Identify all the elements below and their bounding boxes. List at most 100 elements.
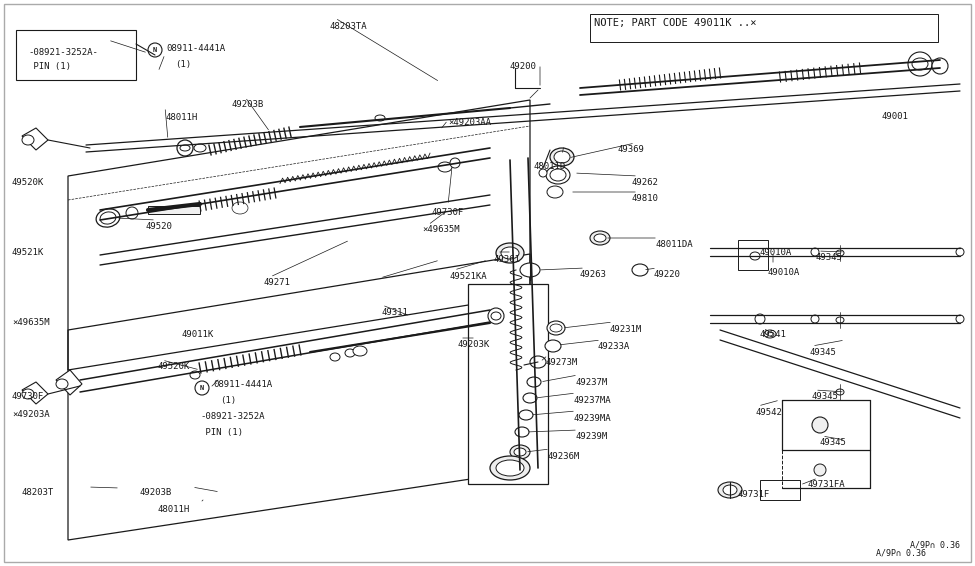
Text: 49203B: 49203B: [140, 488, 173, 497]
Text: 49731FA: 49731FA: [808, 480, 845, 489]
Text: ×49203A: ×49203A: [12, 410, 50, 419]
Ellipse shape: [723, 485, 737, 495]
Text: 49239MA: 49239MA: [573, 414, 610, 423]
Text: 49010A: 49010A: [768, 268, 800, 277]
Ellipse shape: [546, 166, 570, 184]
Circle shape: [908, 52, 932, 76]
Text: 49542: 49542: [756, 408, 783, 417]
Text: 49521KA: 49521KA: [450, 272, 488, 281]
Text: 49731F: 49731F: [738, 490, 770, 499]
Ellipse shape: [438, 162, 452, 172]
Text: 48203TA: 48203TA: [330, 22, 368, 31]
Text: A/9P∩ 0.36: A/9P∩ 0.36: [876, 548, 926, 557]
Ellipse shape: [180, 145, 190, 151]
Text: PIN (1): PIN (1): [28, 62, 71, 71]
Ellipse shape: [547, 321, 565, 335]
Ellipse shape: [632, 264, 648, 276]
Ellipse shape: [530, 356, 546, 368]
Text: 49262: 49262: [631, 178, 658, 187]
Text: 49011K: 49011K: [182, 330, 214, 339]
Text: 49345: 49345: [812, 392, 838, 401]
Ellipse shape: [550, 324, 562, 332]
Ellipse shape: [490, 456, 530, 480]
Text: 49231M: 49231M: [610, 325, 643, 334]
Ellipse shape: [554, 151, 570, 163]
Text: 49345: 49345: [820, 438, 847, 447]
Text: 49236M: 49236M: [548, 452, 580, 461]
Circle shape: [814, 464, 826, 476]
Circle shape: [755, 314, 765, 324]
Circle shape: [487, 318, 497, 328]
Circle shape: [956, 315, 964, 323]
Ellipse shape: [330, 353, 340, 361]
Circle shape: [811, 315, 819, 323]
Ellipse shape: [547, 186, 563, 198]
Text: 08911-4441A: 08911-4441A: [213, 380, 272, 389]
Text: 49010A: 49010A: [760, 248, 793, 257]
Ellipse shape: [491, 312, 501, 320]
Ellipse shape: [764, 330, 776, 338]
Ellipse shape: [496, 243, 524, 263]
Text: 49203K: 49203K: [458, 340, 490, 349]
Text: N: N: [153, 47, 157, 53]
Text: 49730F: 49730F: [12, 392, 44, 401]
Text: 49369: 49369: [618, 145, 644, 154]
Text: NOTE; PART CODE 49011K ..×: NOTE; PART CODE 49011K ..×: [594, 18, 757, 28]
Circle shape: [148, 43, 162, 57]
Text: 49001: 49001: [882, 112, 909, 121]
Text: ×49635M: ×49635M: [12, 318, 50, 327]
Text: 48011DA: 48011DA: [655, 240, 692, 249]
Text: 49361: 49361: [494, 255, 521, 264]
Ellipse shape: [232, 202, 248, 214]
Circle shape: [126, 207, 138, 219]
Ellipse shape: [545, 340, 561, 352]
Text: 49220: 49220: [654, 270, 681, 279]
Ellipse shape: [510, 445, 530, 459]
Circle shape: [177, 140, 193, 156]
Text: 49200: 49200: [510, 62, 537, 71]
Circle shape: [195, 381, 209, 395]
Ellipse shape: [750, 252, 760, 260]
Ellipse shape: [836, 250, 844, 256]
Text: 49520K: 49520K: [12, 178, 44, 187]
Text: 49730F: 49730F: [432, 208, 464, 217]
Bar: [148, 206, 200, 214]
Text: 49203B: 49203B: [232, 100, 264, 109]
Circle shape: [450, 158, 460, 168]
Text: PIN (1): PIN (1): [200, 428, 243, 437]
Text: 48011D: 48011D: [533, 162, 566, 171]
Circle shape: [539, 169, 547, 177]
Ellipse shape: [912, 58, 928, 70]
Ellipse shape: [501, 247, 519, 259]
Ellipse shape: [836, 389, 844, 395]
Text: A/9P∩ 0.36: A/9P∩ 0.36: [910, 541, 960, 550]
Ellipse shape: [353, 346, 367, 356]
Polygon shape: [22, 382, 48, 404]
Ellipse shape: [345, 349, 355, 357]
Text: 49810: 49810: [631, 194, 658, 203]
Text: 49541: 49541: [760, 330, 787, 339]
Text: 48011H: 48011H: [165, 113, 197, 122]
Ellipse shape: [527, 377, 541, 387]
Text: ×49635M: ×49635M: [422, 225, 459, 234]
Ellipse shape: [196, 145, 204, 151]
Text: 49521K: 49521K: [12, 248, 44, 257]
Circle shape: [932, 58, 948, 74]
Ellipse shape: [100, 212, 116, 224]
Bar: [738, 240, 768, 270]
Text: -08921-3252A: -08921-3252A: [200, 412, 264, 421]
Ellipse shape: [190, 371, 200, 379]
Text: (1): (1): [175, 60, 191, 69]
Circle shape: [811, 248, 819, 256]
Ellipse shape: [550, 169, 566, 181]
Text: 49311: 49311: [382, 308, 409, 317]
Text: (1): (1): [220, 396, 236, 405]
Text: 49520K: 49520K: [158, 362, 190, 371]
Text: -08921-3252A-: -08921-3252A-: [28, 48, 98, 57]
Bar: [16, 30, 136, 80]
Ellipse shape: [375, 115, 385, 121]
Ellipse shape: [22, 135, 34, 145]
Ellipse shape: [523, 393, 537, 403]
Ellipse shape: [482, 319, 498, 331]
Text: 49271: 49271: [264, 278, 291, 287]
